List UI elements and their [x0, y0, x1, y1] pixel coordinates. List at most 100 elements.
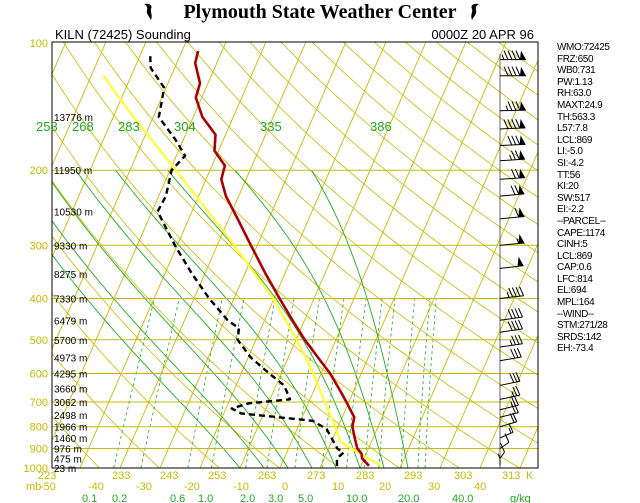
- stat-line: --WIND--: [557, 308, 594, 320]
- stat-line: LCL:869: [557, 134, 593, 146]
- wind-barb-feather: [507, 119, 513, 129]
- height-label: 475 m: [54, 455, 82, 466]
- mixing-ratio-line: [321, 298, 345, 468]
- stat-line: TH:563.3: [557, 111, 595, 123]
- wind-barb: [499, 207, 525, 220]
- isotherm-line: [52, 42, 227, 442]
- dry-adiabat-line: [218, 42, 538, 313]
- wind-barb: [497, 453, 501, 466]
- header: Plymouth State Weather Center: [0, 0, 640, 26]
- pressure-tick-label: 600: [30, 368, 48, 380]
- pressure-unit-label: mb: [26, 481, 41, 493]
- wind-barb-half-feather: [497, 453, 501, 459]
- mixing-ratio-tick-label: 10.0: [346, 493, 367, 503]
- wind-barb-feather: [511, 50, 517, 60]
- theta-label: 304: [174, 119, 196, 134]
- mixing-ratio-line: [140, 298, 180, 468]
- wind-barb-feather: [512, 412, 518, 422]
- wind-barb: [499, 385, 521, 400]
- isotherm-line: [79, 42, 267, 468]
- wind-barb-feather: [510, 169, 516, 179]
- stat-line: RH:63.0: [557, 88, 591, 100]
- wind-barb-feather: [513, 348, 519, 358]
- stat-line: TT:56: [557, 169, 581, 181]
- kelvin-tick-label: 293: [404, 470, 422, 482]
- wind-barb: [499, 184, 525, 197]
- wind-barb-flag: [520, 66, 526, 76]
- wind-barb-shaft: [499, 431, 514, 439]
- wind-barb-feather: [503, 50, 509, 60]
- kelvin-tick-label: 253: [208, 470, 226, 482]
- isotherm-line: [159, 42, 347, 468]
- mixing-ratio-unit-label: g/kg: [510, 493, 531, 503]
- wind-barb: [499, 101, 526, 112]
- wind-barb: [499, 307, 523, 321]
- dry-adiabat-line: [311, 42, 538, 226]
- wind-barb-feather: [515, 372, 521, 382]
- mixing-ratio-tick-label: 2.0: [240, 493, 255, 503]
- wind-barb-feather: [507, 309, 513, 319]
- pressure-tick-label: 400: [30, 293, 48, 305]
- dry-adiabat-line: [156, 42, 538, 376]
- height-label: 6479 m: [54, 316, 87, 327]
- theta-label: 253: [36, 119, 58, 134]
- stat-line: EH:-73.4: [557, 343, 594, 355]
- stat-line: WB0:731: [557, 65, 596, 77]
- wind-barb-flag: [519, 150, 526, 160]
- wind-barb-shaft: [499, 242, 525, 246]
- wind-barb-feather: [511, 119, 517, 129]
- celsius-tick-label: -30: [136, 481, 152, 493]
- wind-barb-feather: [511, 101, 517, 111]
- kelvin-unit-label: K: [526, 470, 534, 482]
- height-label: 3660 m: [54, 384, 87, 395]
- moist-adiabat-line: [167, 169, 361, 468]
- stat-line: STM:271/28: [557, 320, 608, 332]
- pressure-tick-label: 1000: [24, 463, 48, 475]
- stat-line: LCL:869: [557, 250, 593, 262]
- wind-barb-feather: [511, 135, 517, 146]
- wind-barb-feather: [512, 386, 518, 397]
- wind-barb-feather: [514, 335, 520, 345]
- kelvin-tick-label: 243: [160, 470, 178, 482]
- stat-line: LI:-5.0: [557, 146, 583, 158]
- wind-barb-feather: [510, 150, 516, 160]
- dry-adiabat-line: [280, 42, 538, 254]
- wind-barb-feather: [514, 168, 520, 179]
- kelvin-tick-label: 283: [356, 470, 374, 482]
- valid-time: 0000Z 20 APR 96: [431, 27, 534, 42]
- wind-barb-feather: [515, 118, 521, 129]
- wind-barb: [499, 433, 510, 449]
- stat-line: PW:1.13: [557, 76, 593, 88]
- wind-barb-feather: [504, 433, 510, 443]
- dry-adiabat-line: [52, 353, 160, 468]
- wind-barb-shaft: [499, 158, 526, 162]
- isotherm-line: [399, 150, 538, 468]
- wind-barb: [499, 334, 523, 348]
- stat-line: CAPE:1174: [557, 227, 605, 239]
- stat-line: SRDS:142: [557, 331, 602, 343]
- wind-barb: [500, 66, 526, 77]
- wind-barb-feather: [511, 320, 517, 331]
- wind-barb-feather: [518, 319, 523, 330]
- height-label: 7330 m: [54, 294, 87, 305]
- wind-barb-flag: [519, 101, 526, 111]
- wind-barb-feather: [511, 66, 517, 76]
- kelvin-tick-label: 303: [454, 470, 472, 482]
- wind-barb-half-feather: [505, 105, 509, 111]
- wind-barb-half-feather: [509, 154, 513, 161]
- tornado-icon: [471, 3, 479, 20]
- wind-barb-feather: [513, 403, 519, 413]
- wind-barb-flag: [519, 135, 526, 145]
- wind-barb: [499, 286, 525, 299]
- theta-label: 283: [118, 119, 140, 134]
- stat-line: CAP:0.6: [557, 262, 592, 274]
- wind-barb-shaft: [499, 177, 526, 180]
- stat-line: --PARCEL--: [557, 215, 606, 227]
- wind-barb-shaft: [499, 451, 505, 459]
- kelvin-tick-label: 273: [307, 470, 325, 482]
- celsius-tick-label: 30: [428, 481, 440, 493]
- height-label: 10530 m: [54, 208, 93, 219]
- theta-label: 386: [370, 119, 392, 134]
- height-label: 23 m: [54, 464, 76, 475]
